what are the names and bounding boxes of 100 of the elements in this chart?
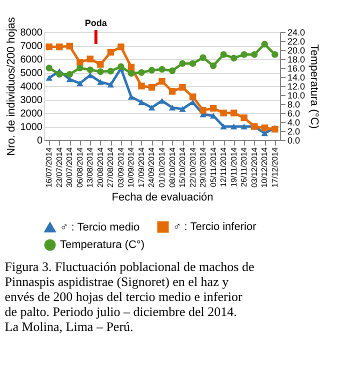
point [230,54,238,62]
point [76,59,84,66]
point [158,98,166,104]
y2-tick-label: 14.0 [288,72,306,82]
x-tick-label: 03/09/2014 [116,146,126,188]
text: Poda [84,18,108,28]
point [261,40,268,48]
point [220,124,227,130]
point [220,110,227,116]
point [261,124,268,132]
point [86,56,94,62]
point [189,99,196,106]
point [210,62,217,70]
point [46,43,52,50]
point [118,43,124,50]
x-tick-label: 24/09/2014 [147,146,156,188]
y-tick-label: 3000 [20,95,43,106]
y2-tick-label: 22.0 [288,36,306,46]
y2-tick-label: 12.0 [288,82,306,92]
x-tick-label: 10/12/2014 [260,146,270,188]
point [76,64,84,72]
y2-tick-label: 10.0 [288,90,306,100]
x-tick-label: 06/08/2014 [75,146,84,188]
y2-tick-label: 2.0 [288,126,300,136]
y-tick-label: 1000 [20,122,43,133]
x-tick-label: 01/10/2014 [158,146,166,188]
point [250,51,258,58]
y2-tick-label: 0.0 [288,136,300,146]
point [86,66,94,74]
x-tick-label: 10/09/2014 [126,146,136,188]
point [148,104,156,111]
x-axis-title: Fecha de evaluación [112,192,214,204]
y2-tick-label: 8.0 [288,100,300,110]
point [240,51,248,58]
point [97,61,104,68]
point [168,88,176,95]
text: Figura 3. Fluctuación poblacional de machos de Pinnaspis aspidistrae (Signoret) en el haz y envés de 200 hojas del tercio medio e inferior de palto. Periodo julio – diciembre del 2014. La Molina, Lima – Perú. [4,259,254,334]
point [210,104,217,112]
y2-tick-label: 4.0 [288,118,300,128]
point [240,114,248,122]
point [138,69,145,76]
point [46,64,52,72]
point [220,51,227,58]
point [179,84,186,91]
point [66,42,74,50]
point [200,106,206,114]
x-tick-label: 16/07/2014 [44,146,54,188]
x-tick-label: 29/10/2014 [198,146,208,188]
point [261,130,268,136]
x-tick-label: 12/11/2014 [219,146,228,187]
x-tick-label: 20/08/2014 [96,146,105,188]
point [128,70,135,77]
x-tick-label: 27/08/2014 [106,146,116,188]
y2-tick-label: 20.0 [288,46,306,56]
y2-tick-label: 6.0 [288,108,300,118]
point [76,80,84,86]
point [179,106,186,112]
x-tick-label: 17/12/2014 [270,146,280,188]
x-tick-label: 23/07/2014 [54,146,64,188]
point [118,63,124,70]
legend-label: ♂ : Tercio inferior [173,221,257,233]
point [240,124,248,130]
y2-tick-label: 24.0 [288,28,306,38]
point [200,54,206,61]
point [230,124,238,130]
point [168,67,176,74]
point [168,104,176,111]
point [46,74,52,81]
point [189,93,196,100]
point [107,68,114,74]
point [148,84,156,91]
x-tick-label: 08/10/2014 [168,146,177,188]
y-axis-title: Nro. de individuos/200 hojas [5,16,18,156]
x-tick-label: 26/11/2014 [240,146,249,187]
point [66,70,74,78]
point [148,66,156,74]
x-tick-label: 03/12/2014 [250,146,259,188]
point [179,60,186,67]
x-tick-label: 30/07/2014 [65,146,74,188]
point [97,68,104,75]
point [56,43,63,50]
x-tick-label: 22/10/2014 [188,146,198,188]
legend-label: ♂ : Tercio medio [60,221,140,234]
y-tick-label: 0 [36,136,43,146]
point [158,78,166,85]
x-tick-label: 05/11/2014 [208,146,218,187]
point [272,51,278,58]
point [97,79,104,85]
x-tick-label: 19/11/2014 [229,146,238,187]
y-tick-label: 7000 [20,41,43,52]
point [230,110,238,116]
point [189,60,196,67]
point [107,48,114,56]
x-tick-label: 15/10/2014 [178,146,188,188]
point [128,64,135,70]
point [138,99,145,106]
point [56,70,63,78]
y2-tick-label: 16.0 [288,64,306,74]
x-tick-label: 17/09/2014 [136,146,146,188]
point [107,82,114,88]
